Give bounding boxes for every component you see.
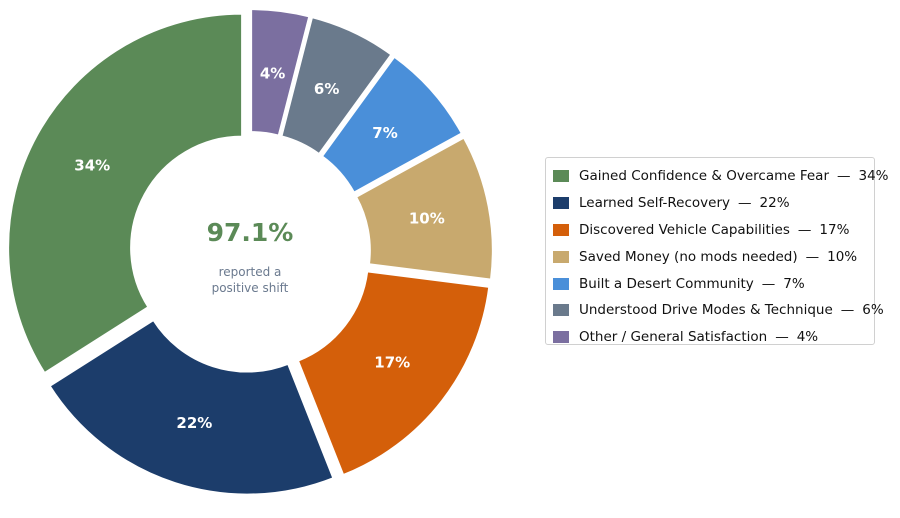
legend-value: 7% — [783, 275, 805, 292]
legend-swatch — [553, 304, 569, 317]
legend-separator: — — [797, 221, 812, 238]
legend: Gained Confidence & Overcame Fear — 34% Lea… — [545, 157, 889, 345]
legend-separator: — — [840, 302, 855, 319]
legend-label: Discovered Vehicle Capabilities — [579, 221, 790, 238]
legend-item: Built a Desert Community — 7% — [553, 270, 874, 297]
legend-label: Saved Money (no mods needed) — [579, 248, 798, 265]
legend-item: Other / General Satisfaction — 4% — [553, 324, 874, 351]
donut-chart: 4% 6% 7% 10% 17% 22% 34% 97.1% reported a posi… — [7, 8, 494, 496]
legend-label: Other / General Satisfaction — [579, 329, 768, 346]
legend-swatch — [553, 170, 569, 183]
slice-label: 22% — [176, 414, 212, 432]
legend-swatch — [553, 250, 569, 263]
legend-value: 6% — [862, 302, 884, 319]
slice-label: 10% — [409, 209, 445, 227]
legend-item: Discovered Vehicle Capabilities — 17% — [553, 217, 874, 244]
center-caption-line1: reported a — [219, 265, 282, 279]
legend-label: Built a Desert Community — [579, 275, 754, 292]
slice-labels: 4% 6% 7% 10% 17% 22% 34% — [74, 64, 444, 432]
slice-label: 4% — [260, 64, 285, 82]
legend-item: Understood Drive Modes & Technique — 6% — [553, 297, 884, 324]
donut-slice — [280, 15, 393, 156]
center-caption-line2: positive shift — [212, 281, 289, 295]
legend-swatch — [553, 331, 569, 344]
legend-separator: — — [738, 195, 752, 212]
legend-label: Gained Confidence & Overcame Fear — [579, 168, 829, 185]
slice-label: 17% — [374, 353, 410, 371]
donut-slice — [7, 12, 244, 375]
legend-value: 34% — [858, 168, 889, 185]
legend-label: Understood Drive Modes & Technique — [579, 302, 833, 319]
donut-slices — [7, 8, 494, 496]
legend-value: 4% — [796, 329, 819, 346]
legend-value: 17% — [819, 221, 850, 238]
donut-slice — [48, 318, 335, 496]
donut-slice — [354, 136, 494, 281]
legend-item: Learned Self-Recovery — 22% — [553, 190, 874, 217]
legend-separator: — — [837, 168, 851, 185]
slice-label: 7% — [372, 124, 397, 142]
legend-swatch — [553, 277, 569, 290]
donut-slice — [250, 8, 311, 137]
legend-item: Saved Money (no mods needed) — 10% — [553, 243, 874, 270]
legend-value: 10% — [827, 248, 858, 265]
legend-item: Gained Confidence & Overcame Fear — 34% — [553, 163, 889, 190]
legend-separator: — — [761, 275, 776, 292]
legend-separator: — — [775, 329, 789, 346]
legend-swatch — [553, 223, 569, 236]
legend-label: Learned Self-Recovery — [579, 195, 731, 212]
legend-value: 22% — [759, 195, 790, 212]
slice-label: 34% — [74, 156, 110, 174]
center-value: 97.1% — [207, 218, 294, 247]
legend-swatch — [553, 197, 569, 210]
donut-slice — [320, 55, 464, 194]
slice-label: 6% — [314, 80, 339, 98]
legend-separator: — — [805, 248, 820, 265]
donut-slice — [296, 270, 491, 477]
